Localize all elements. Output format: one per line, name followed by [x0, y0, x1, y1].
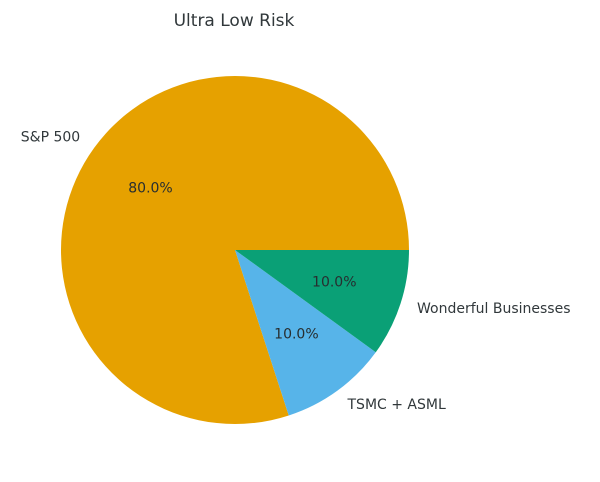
- slice-label-s-p-500: S&P 500: [21, 130, 80, 146]
- pie-slice-wonderful-businesses: [235, 250, 409, 353]
- pie-slice-s-p-500: [61, 75, 410, 424]
- pie-slice-tsmc-asml: [235, 250, 376, 416]
- slice-pct-tsmc-asml: 10.0%: [274, 327, 318, 343]
- slice-pct-wonderful-businesses: 10.0%: [312, 274, 356, 290]
- slice-label-wonderful-businesses: Wonderful Businesses: [417, 301, 571, 317]
- slice-pct-s-p-500: 80.0%: [128, 181, 172, 197]
- chart-title: Ultra Low Risk: [174, 11, 295, 31]
- slice-label-tsmc-asml: TSMC + ASML: [347, 397, 446, 413]
